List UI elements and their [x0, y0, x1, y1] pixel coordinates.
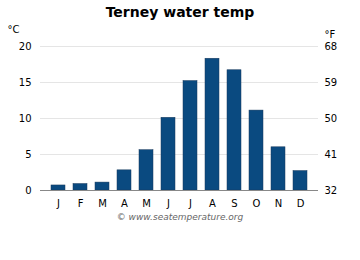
- svg-text:20: 20: [19, 41, 32, 52]
- html-text:Terney water temp: Terney water temp: [105, 4, 255, 20]
- svg-text:A: A: [121, 198, 128, 209]
- svg-text:68: 68: [325, 41, 338, 52]
- svg-text:15: 15: [19, 77, 32, 88]
- svg-text:J: J: [56, 198, 60, 209]
- svg-text:J: J: [188, 198, 192, 209]
- svg-text:50: 50: [325, 113, 338, 124]
- svg-text:32: 32: [325, 185, 338, 196]
- svg-text:J: J: [166, 198, 170, 209]
- svg-text:S: S: [231, 198, 237, 209]
- svg-text:5: 5: [25, 149, 31, 160]
- html-text:© www.seatemperature.org: © www.seatemperature.org: [116, 212, 244, 222]
- svg-text:59: 59: [325, 77, 338, 88]
- svg-text:O: O: [253, 198, 261, 209]
- svg-text:N: N: [275, 198, 282, 209]
- svg-text:41: 41: [325, 149, 338, 160]
- svg-text:10: 10: [19, 113, 32, 124]
- svg-text:M: M: [142, 198, 151, 209]
- svg-text:°C: °C: [8, 24, 20, 35]
- svg-text:°F: °F: [325, 29, 336, 40]
- svg-text:0: 0: [25, 185, 31, 196]
- svg-text:D: D: [297, 198, 305, 209]
- svg-text:M: M: [98, 198, 107, 209]
- svg-text:F: F: [78, 198, 84, 209]
- svg-text:A: A: [209, 198, 216, 209]
